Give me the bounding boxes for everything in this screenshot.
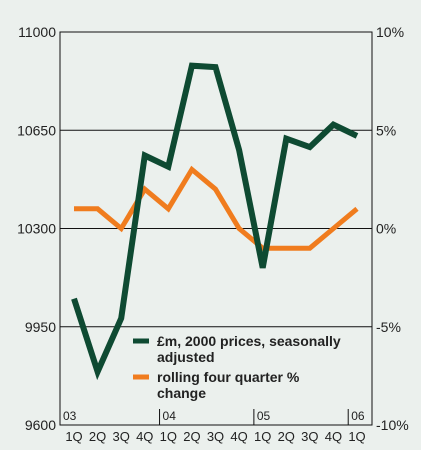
plot-frame	[59, 31, 373, 426]
x-axis-tick-label: 1Q	[65, 429, 82, 444]
x-axis-tick-label: 2Q	[278, 429, 295, 444]
series-line-growth	[74, 165, 359, 251]
series-lines	[71, 62, 359, 381]
legend: £m, 2000 prices, seasonally adjusted rol…	[133, 333, 341, 401]
axes: 9600 9950 10300 10650 11000 -10% -5% 0% 5% 10% 1Q 2…	[17, 24, 409, 444]
left-axis-tick-label: 9600	[25, 417, 56, 433]
series-line-volume	[71, 62, 359, 381]
left-axis-tick-label: 9950	[25, 319, 56, 335]
x-axis-tick-label: 2Q	[89, 429, 106, 444]
left-axis-tick-label: 10650	[17, 122, 56, 138]
legend-label-volume: £m, 2000 prices, seasonally	[157, 333, 341, 349]
x-axis-tick-label: 3Q	[301, 429, 318, 444]
x-axis-tick-label: 2Q	[183, 429, 200, 444]
x-axis-tick-label: 1Q	[348, 429, 365, 444]
plot-border	[59, 31, 373, 426]
legend-label-growth-line2: change	[157, 385, 206, 401]
year-label: 03	[63, 409, 77, 423]
right-axis-tick-label: -10%	[376, 417, 409, 433]
year-label: 04	[163, 409, 177, 423]
right-axis-tick-label: 5%	[376, 122, 396, 138]
legend-label-volume-line2: adjusted	[157, 349, 215, 365]
x-axis-tick-label: 4Q	[136, 429, 153, 444]
x-axis-tick-label: 4Q	[230, 429, 247, 444]
year-label: 06	[351, 409, 365, 423]
x-axis-tick-label: 1Q	[254, 429, 271, 444]
left-axis-tick-label: 11000	[18, 24, 56, 40]
left-axis-tick-label: 10300	[17, 221, 56, 237]
right-axis-tick-label: -5%	[376, 319, 401, 335]
right-axis-tick-label: 0%	[376, 221, 396, 237]
x-axis-tick-label: 3Q	[207, 429, 224, 444]
grid-lines	[60, 129, 372, 328]
x-axis-tick-label: 3Q	[112, 429, 129, 444]
year-label: 05	[257, 409, 271, 423]
right-axis-tick-label: 10%	[376, 24, 404, 40]
x-axis-tick-label: 4Q	[325, 429, 342, 444]
x-axis-tick-label: 1Q	[160, 429, 177, 444]
legend-label-growth: rolling four quarter %	[157, 369, 300, 385]
